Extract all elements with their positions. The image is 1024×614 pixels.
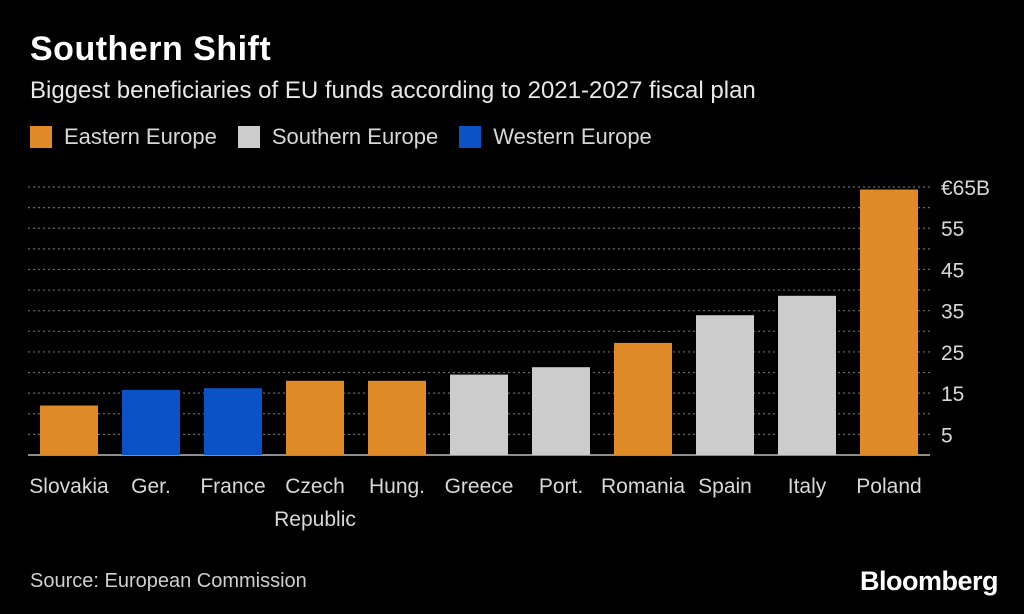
x-tick-label: Poland	[856, 475, 921, 498]
y-tick-label: €65B	[941, 177, 990, 200]
x-tick-label: Czech Republic	[274, 475, 356, 531]
bar-spain	[696, 315, 754, 455]
x-tick-label: Port.	[539, 475, 583, 498]
chart-title: Southern Shift	[30, 30, 272, 68]
legend-label-western: Western Europe	[493, 124, 652, 149]
legend-label-eastern: Eastern Europe	[64, 124, 217, 149]
bar-slovakia	[40, 405, 98, 455]
bar-czech-republic	[286, 380, 344, 455]
x-tick-labels: Slovakia Ger. France Czech Republic Hung. Gree…	[29, 475, 921, 531]
x-tick-label: Romania	[601, 475, 685, 498]
legend: Eastern Europe Southern Europe Western E…	[30, 124, 673, 150]
bar-hung	[368, 380, 426, 455]
y-tick-labels: 5 15 25 35 45 55 €65B	[941, 177, 990, 447]
y-tick-label: 5	[941, 424, 953, 447]
y-tick-label: 35	[941, 301, 964, 324]
chart-subtitle: Biggest beneficiaries of EU funds accord…	[30, 77, 756, 104]
legend-label-southern: Southern Europe	[271, 124, 439, 149]
bar-greece	[450, 374, 508, 455]
bloomberg-logo: Bloomberg	[859, 566, 999, 596]
x-tick-label: Hung.	[369, 475, 425, 498]
x-tick-label: Slovakia	[29, 475, 109, 498]
bar-ger	[122, 389, 180, 455]
legend-swatch-southern	[237, 126, 260, 148]
bars	[40, 189, 918, 455]
x-tick-label: Spain	[698, 475, 752, 498]
y-tick-label: 15	[941, 383, 964, 406]
x-tick-label: France	[200, 475, 265, 498]
legend-swatch-eastern	[30, 126, 52, 148]
bar-italy	[778, 295, 836, 455]
bar-port	[532, 367, 590, 455]
y-tick-label: 55	[941, 218, 964, 241]
bar-poland	[860, 189, 918, 455]
y-tick-label: 45	[941, 260, 964, 283]
legend-item-southern: Southern Europe	[237, 124, 439, 150]
legend-item-eastern: Eastern Europe	[30, 124, 217, 150]
x-tick-label: Italy	[788, 475, 827, 498]
y-tick-label: 25	[941, 342, 964, 365]
bar-romania	[614, 342, 672, 455]
legend-item-western: Western Europe	[459, 124, 652, 150]
x-tick-label: Ger.	[131, 475, 171, 498]
bar-france	[204, 388, 262, 455]
x-tick-label: Greece	[445, 475, 514, 498]
source-note: Source: European Commission	[30, 570, 307, 592]
legend-swatch-western	[459, 126, 482, 148]
